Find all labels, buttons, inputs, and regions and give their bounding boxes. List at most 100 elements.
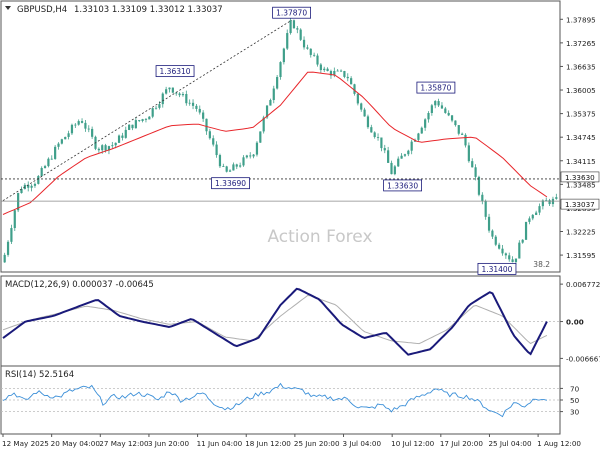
rsi-line [2,382,548,418]
candle-body [410,141,413,151]
candle-body [514,258,518,263]
candle-body [212,138,215,145]
candle-body [360,103,363,110]
candle-body [77,121,80,125]
candle-body [393,166,396,175]
x-tick-label: 25 Jun 20:00 [294,439,340,448]
main-y-tick-label: 1.34745 [566,133,596,142]
main-panel-frame [0,0,561,273]
candle-body [541,200,544,207]
candle-body [548,200,551,205]
macd-signal-line [2,294,548,345]
candle-body [440,105,444,109]
candle-body [138,120,141,122]
candle-body [235,164,238,167]
x-tick-label: 18 Jun 12:00 [245,439,291,448]
candle-body [131,124,134,129]
candle-body [165,89,168,94]
candle-body [353,84,356,94]
rsi-panel: RSI(14) 52.5164 70 50 30 [0,365,580,435]
candle-body [114,142,117,146]
annotation-box [272,6,312,19]
candle-body [276,77,279,89]
candle-body [323,68,326,71]
candle-body [249,155,252,157]
candle-body [306,47,309,49]
candle-body [104,145,107,151]
candle-body [380,137,383,149]
candle-body [279,62,282,78]
macd-y-tick-label: 0.006772 [566,280,600,289]
candle-body [128,124,131,130]
candle-body [215,144,218,156]
candle-body [313,54,316,56]
candle-body [205,118,208,132]
annotation-box [383,179,423,192]
main-y-tick-label: 1.34115 [566,157,596,166]
candle-body [319,64,322,71]
candle-body [336,70,339,72]
candle-body [531,214,534,219]
rsi-y-tick-label: 70 [570,384,580,393]
candle-body [84,122,87,129]
candle-body [80,121,84,123]
fib-label: 38.2 [533,260,550,269]
candle-body [400,155,403,159]
candle-body [3,254,6,263]
candle-body [487,216,491,231]
annotation-label: 1.33630 [387,181,418,190]
candle-body [511,259,514,263]
x-tick-label: 27 May 12:00 [99,439,149,448]
candle-body [255,142,259,155]
candle-body [181,94,185,96]
candle-body [481,194,484,201]
candle-body [299,29,302,40]
candle-body [289,20,292,34]
candle-body [333,70,336,76]
candle-body [376,137,380,138]
candle-body [27,184,30,188]
candle-body [417,133,420,140]
annotation-label: 1.36310 [160,67,191,76]
candle-body [420,127,423,134]
candle-body [329,71,333,76]
candle-body [198,108,201,113]
candle-body [370,127,373,133]
candle-body [195,105,198,109]
rsi-y-tick-label: 50 [570,396,580,405]
candle-body [437,101,440,106]
main-series: 1.37895 1.37265 1.36635 1.36005 1.35375 1.347… [1,6,600,275]
candle-body [282,48,285,63]
candle-body [383,148,386,151]
candle-body [296,28,299,30]
candle-body [91,128,94,137]
candle-body [259,131,262,143]
candle-body [447,112,450,116]
candle-body [134,120,137,129]
annotation-label: 1.31400 [481,265,512,274]
main-panel: GBPUSD,H4 1.33103 1.33109 1.33012 1.3303… [0,0,600,275]
candle-body [434,101,437,106]
candle-body [461,133,464,135]
candle-body [101,145,104,151]
candle-body [252,154,255,157]
candle-body [326,68,329,72]
candle-body [467,145,470,162]
candle-body [117,135,121,143]
candle-body [161,93,164,105]
candle-body [158,104,161,108]
candle-body [64,136,67,140]
trendline [2,19,292,201]
x-tick-label: 1 Aug 12:00 [537,439,581,448]
x-tick-label: 25 Jul 04:00 [488,439,532,448]
level-price-label: 1.33037 [565,200,595,209]
candle-body [356,93,359,104]
rsi-y-tick-label: 30 [570,408,580,417]
candle-body [302,39,306,48]
candle-body [50,158,53,160]
candle-body [175,92,178,94]
candle-body [518,242,521,259]
candle-body [501,248,504,254]
candle-body [188,102,191,104]
